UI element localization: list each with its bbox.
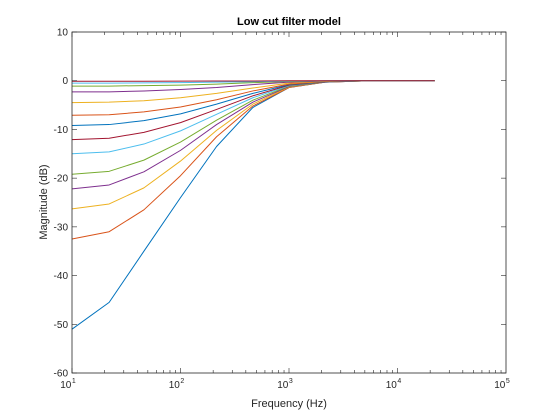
tick-labels: 101 102 103 104 105 10 0 -10 -20 -30 -40 -50 -60 (54, 28, 510, 392)
y-tick-label: -30 (54, 222, 69, 233)
axes-layer (71, 31, 507, 374)
x-tick-label: 104 (386, 378, 402, 391)
plot-area (72, 32, 506, 373)
x-tick-label: 102 (169, 378, 185, 391)
chart-title: Low cut filter model (237, 16, 341, 28)
series-layer (71, 80, 435, 330)
y-tick-label: -40 (54, 271, 69, 282)
y-tick-label: 0 (62, 76, 68, 87)
y-tick-label: -50 (54, 320, 69, 331)
y-tick-label: 10 (57, 28, 69, 39)
x-tick-label: 103 (277, 378, 293, 391)
x-tick-label: 105 (494, 378, 510, 391)
y-tick-label: -60 (54, 369, 69, 380)
y-tick-label: -20 (54, 174, 69, 185)
x-axis-label: Frequency (Hz) (251, 398, 327, 410)
x-tick-label: 101 (60, 378, 76, 391)
y-axis-label: Magnitude (dB) (38, 164, 50, 239)
y-tick-label: -10 (54, 125, 69, 136)
